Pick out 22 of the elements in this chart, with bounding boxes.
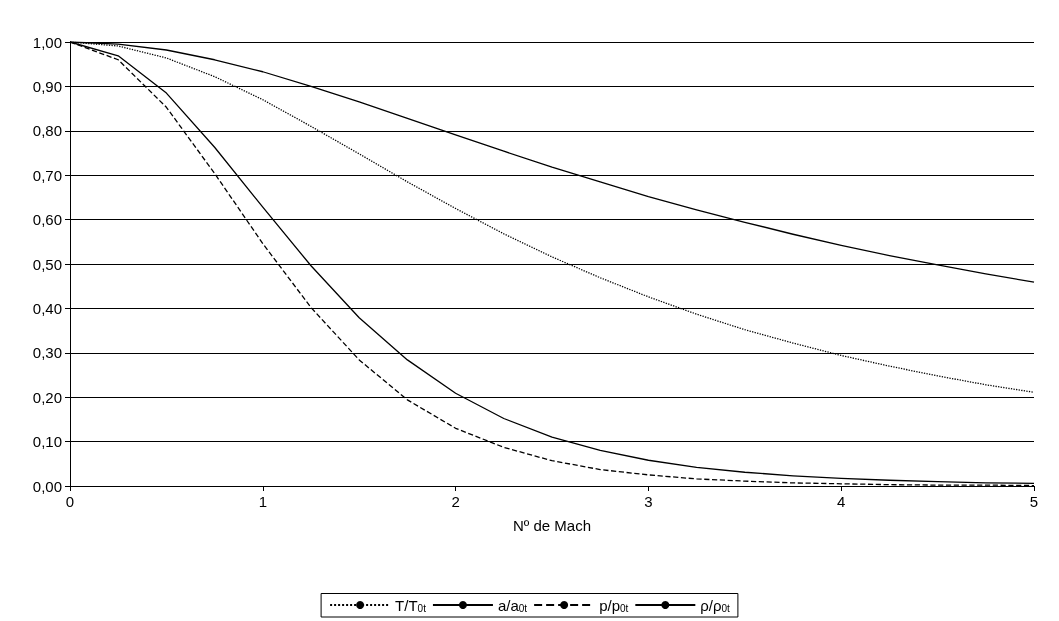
x-tick-label: 1	[258, 493, 267, 510]
x-tick-label: 3	[644, 493, 653, 510]
x-tick-label: 4	[837, 493, 846, 510]
y-tick-label: 0,90	[32, 77, 62, 95]
x-tick-label: 2	[451, 493, 460, 510]
legend-label: T/T0t	[395, 596, 427, 614]
y-tick-label: 0,50	[32, 255, 62, 273]
x-tick-label: 5	[1029, 493, 1039, 510]
y-tick-label: 0,40	[32, 299, 62, 317]
y-tick-label: 0,70	[32, 166, 62, 184]
y-tick-label: 0,00	[32, 477, 62, 495]
legend-label: a/a0t	[497, 596, 528, 614]
y-tick-label: 0,20	[32, 388, 62, 406]
legend-label: p/p0t	[599, 596, 629, 614]
x-axis-title: Nº de Mach	[512, 517, 592, 534]
y-tick-label: 0,60	[32, 211, 62, 229]
y-tick-label: 0,30	[32, 344, 62, 362]
y-tick-label: 0,10	[32, 433, 62, 451]
legend-label: ρ/ρ0t	[700, 596, 731, 614]
x-tick-label: 0	[65, 493, 75, 510]
y-tick-label: 1,00	[32, 33, 62, 51]
y-tick-label: 0,80	[32, 122, 62, 140]
